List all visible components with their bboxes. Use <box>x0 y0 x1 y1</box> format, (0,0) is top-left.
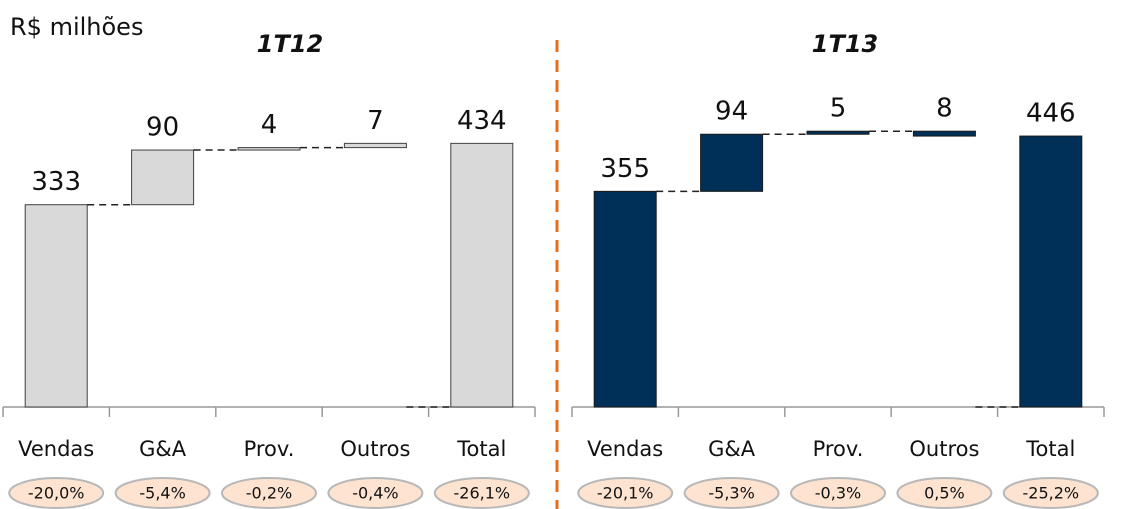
share-label: -0,2% <box>246 484 292 503</box>
bar <box>1019 135 1083 408</box>
share-label: -25,2% <box>1022 484 1079 503</box>
share-pill <box>221 477 317 509</box>
share-pill <box>327 477 424 509</box>
share-pill <box>896 477 993 509</box>
share-pill <box>577 477 674 509</box>
value-label: 94 <box>715 97 748 127</box>
bar <box>343 142 407 149</box>
value-label: 446 <box>1026 99 1076 129</box>
value-label: 333 <box>31 167 81 197</box>
share-label: -0,3% <box>815 484 861 503</box>
bar <box>450 142 514 408</box>
x-tick-label: Prov. <box>813 437 864 461</box>
share-label: -20,1% <box>597 484 654 503</box>
share-pill <box>1002 477 1099 509</box>
value-label: 434 <box>457 106 507 136</box>
share-label: -5,4% <box>139 484 185 503</box>
share-pill <box>683 477 780 509</box>
share-label: -26,1% <box>453 484 510 503</box>
share-pill <box>8 477 105 509</box>
x-tick-label: Total <box>1025 437 1075 461</box>
bar <box>237 147 301 151</box>
share-pill <box>114 477 211 509</box>
value-label: 7 <box>367 106 384 136</box>
unit-label: R$ milhões <box>10 13 143 41</box>
share-label: -5,3% <box>708 484 754 503</box>
chart-title: 1T13 <box>812 30 878 58</box>
value-label: 5 <box>830 94 847 124</box>
value-label: 355 <box>600 154 650 184</box>
chart-title: 1T12 <box>257 30 323 58</box>
share-pill <box>790 477 886 509</box>
x-tick-label: Prov. <box>244 437 295 461</box>
x-tick-label: G&A <box>708 437 756 461</box>
share-label: -0,4% <box>352 484 398 503</box>
value-label: 4 <box>261 110 278 140</box>
bar <box>700 133 764 192</box>
x-tick-label: Vendas <box>18 437 94 461</box>
bar <box>24 204 88 408</box>
value-label: 90 <box>146 113 179 143</box>
bar <box>593 190 657 408</box>
bar <box>806 130 870 135</box>
x-tick-label: Outros <box>909 437 979 461</box>
bar <box>131 149 195 206</box>
bar <box>912 130 976 137</box>
x-tick-label: Outros <box>340 437 410 461</box>
value-label: 8 <box>936 94 953 124</box>
share-label: 0,5% <box>924 484 965 503</box>
x-tick-label: G&A <box>139 437 187 461</box>
share-pill <box>433 477 530 509</box>
share-label: -20,0% <box>28 484 85 503</box>
x-tick-label: Total <box>456 437 506 461</box>
x-tick-label: Vendas <box>587 437 663 461</box>
